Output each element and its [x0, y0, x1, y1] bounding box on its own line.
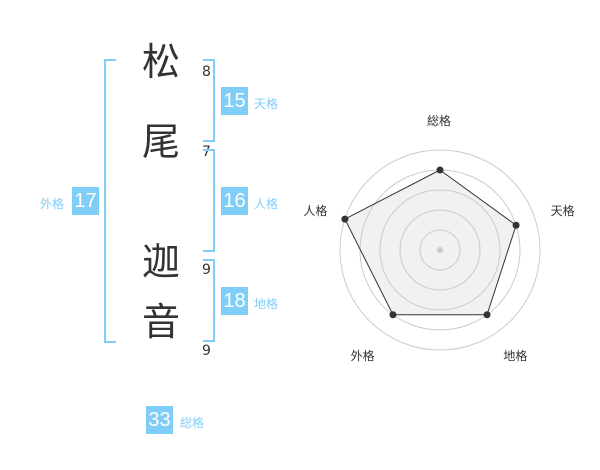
jinkaku-bracket [203, 149, 215, 252]
soukaku-value: 33 [146, 406, 173, 434]
name-char-3: 迦 [141, 240, 180, 284]
radar-axis-label: 地格 [503, 349, 528, 364]
stroke-count-2: 7 [202, 144, 211, 160]
jinkaku-value: 16 [221, 187, 248, 215]
radar-point [483, 311, 491, 319]
name-char-4: 音 [141, 300, 180, 344]
gaikaku-value: 17 [72, 187, 99, 215]
radar-axis-label: 天格 [550, 203, 575, 218]
tenkaku-bracket [203, 59, 215, 142]
radar-point [389, 311, 397, 319]
chikaku-bracket [203, 259, 215, 342]
radar-axis-label: 総格 [427, 114, 452, 128]
soukaku-label: 総格 [180, 416, 205, 430]
chikaku-label: 地格 [254, 297, 279, 311]
radar-point [512, 221, 520, 229]
radar-point [436, 166, 444, 174]
radar-ring [379, 189, 501, 311]
tenkaku-label: 天格 [254, 97, 279, 111]
radar-ring [339, 149, 541, 351]
stroke-count-3: 9 [202, 262, 211, 278]
chikaku-value: 18 [221, 287, 248, 315]
gaikaku-label: 外格 [40, 197, 65, 211]
radar-point [341, 215, 349, 223]
gaikaku-bracket [104, 59, 116, 343]
name-char-1: 松 [141, 40, 180, 84]
stroke-count-1: 8 [202, 64, 211, 80]
radar-axis-label: 外格 [350, 349, 375, 364]
radar-ring [419, 229, 461, 271]
radar-area [344, 169, 517, 316]
tenkaku-value: 15 [221, 87, 248, 115]
name-char-2: 尾 [141, 120, 180, 164]
radar-center [437, 247, 443, 253]
jinkaku-label: 人格 [254, 197, 279, 211]
radar-axis-label: 人格 [303, 203, 328, 218]
radar-ring [399, 209, 481, 291]
stroke-count-4: 9 [202, 343, 211, 359]
